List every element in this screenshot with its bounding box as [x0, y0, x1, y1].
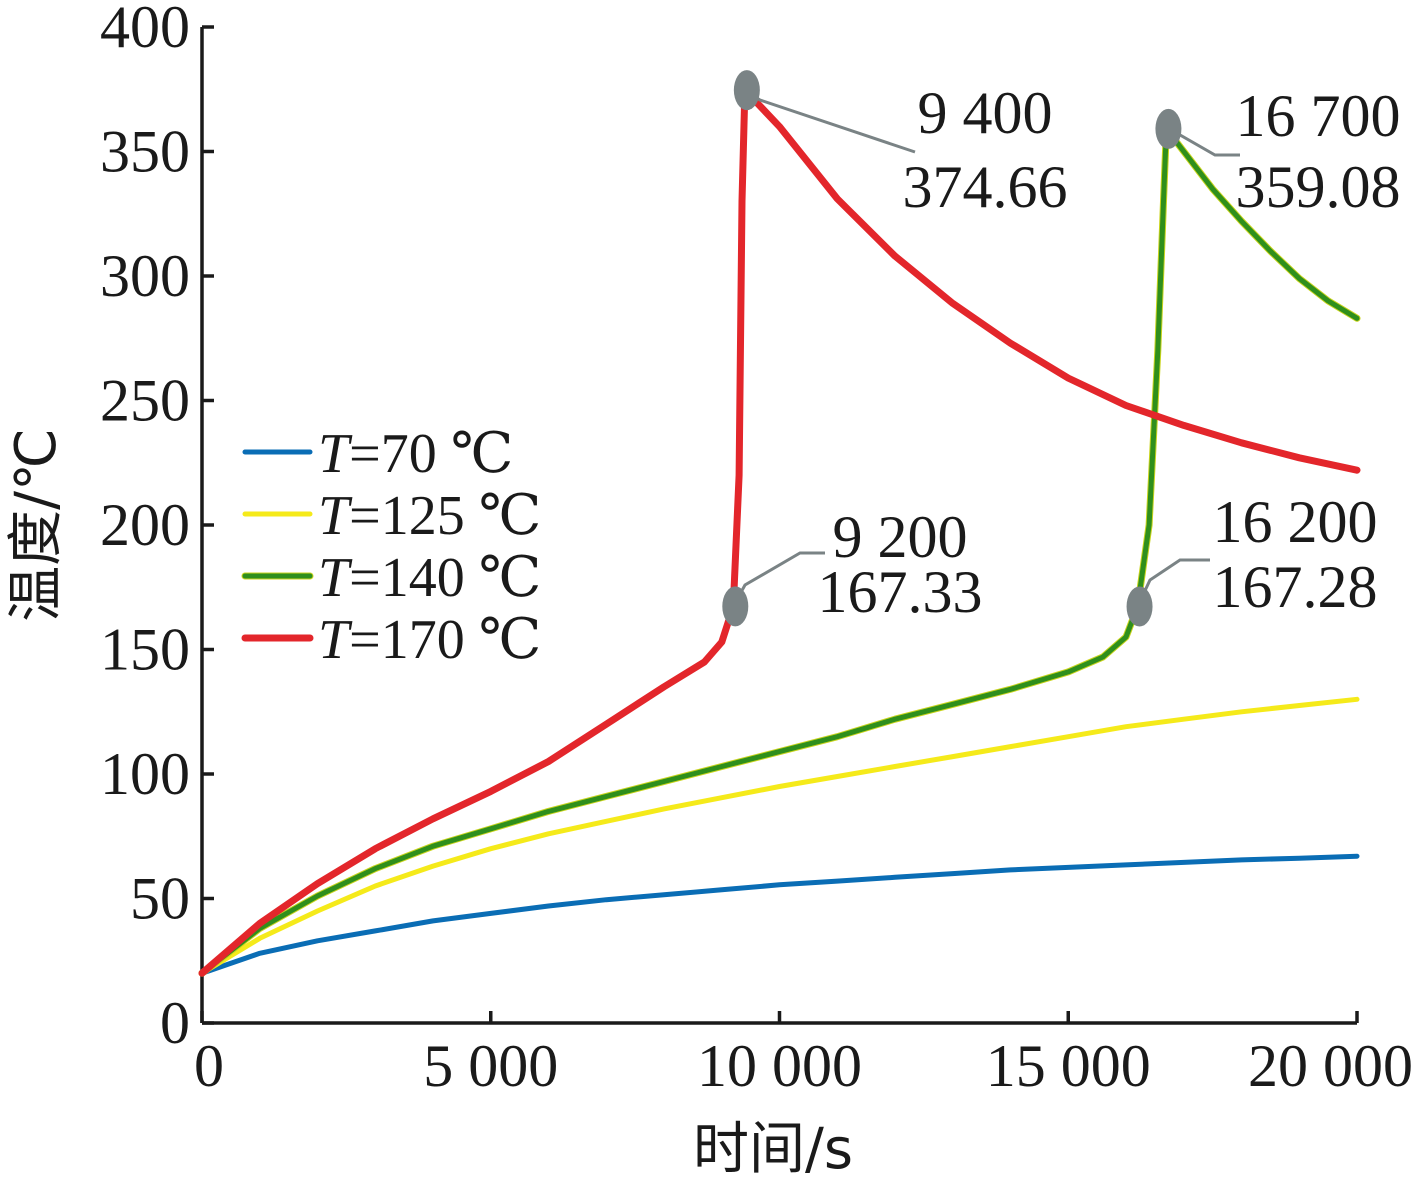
series-line-70 — [199, 853, 1360, 976]
y-axis-title: 温度/℃ — [4, 428, 69, 622]
annotation-x-value: 16 200 — [1213, 489, 1378, 555]
x-tick-label: 20 000 — [1248, 1033, 1413, 1099]
y-tick-label: 350 — [100, 119, 190, 185]
legend-label: T=125 ℃ — [318, 485, 541, 547]
annotation-marker — [733, 70, 760, 111]
legend-label: T=170 ℃ — [318, 609, 541, 671]
x-tick-label: 15 000 — [986, 1033, 1151, 1099]
x-ticks: 0 5 000 10 000 15 000 20 000 — [194, 1011, 1413, 1099]
annotation-x-value: 9 400 — [918, 80, 1053, 146]
y-tick-label: 400 — [100, 0, 190, 60]
annotation-x-value: 9 200 — [833, 504, 968, 570]
series-line-125 — [199, 696, 1360, 976]
x-tick-label: 10 000 — [697, 1033, 862, 1099]
series-line-140 — [199, 126, 1360, 976]
y-tick-label: 50 — [130, 866, 190, 932]
annotation-y-value: 167.28 — [1213, 554, 1378, 620]
x-axis-title: 时间/s — [693, 1117, 853, 1181]
legend: T=70 ℃T=125 ℃T=140 ℃T=170 ℃ — [241, 423, 541, 671]
y-tick-label: 150 — [100, 617, 190, 683]
y-tick-label: 0 — [160, 990, 190, 1056]
y-tick-label: 300 — [100, 243, 190, 309]
annotation-marker — [1155, 108, 1182, 149]
y-tick-label: 200 — [100, 492, 190, 558]
series-line-170 — [198, 86, 1361, 977]
x-tick-label: 5 000 — [423, 1033, 558, 1099]
y-ticks: 0 50 100 150 200 250 300 350 400 — [100, 0, 214, 1056]
annotation-y-value: 167.33 — [818, 559, 983, 625]
annotation-marker — [722, 586, 749, 627]
x-tick-label: 0 — [194, 1033, 224, 1099]
annotation-x-value: 16 700 — [1236, 83, 1401, 149]
y-tick-label: 100 — [100, 741, 190, 807]
annotation-y-value: 374.66 — [903, 154, 1068, 220]
y-tick-label: 250 — [100, 368, 190, 434]
series-group — [198, 86, 1361, 977]
legend-label: T=140 ℃ — [318, 547, 541, 609]
legend-label: T=70 ℃ — [318, 423, 513, 485]
annotation-marker — [1126, 586, 1153, 627]
annotation-y-value: 359.08 — [1236, 154, 1401, 220]
